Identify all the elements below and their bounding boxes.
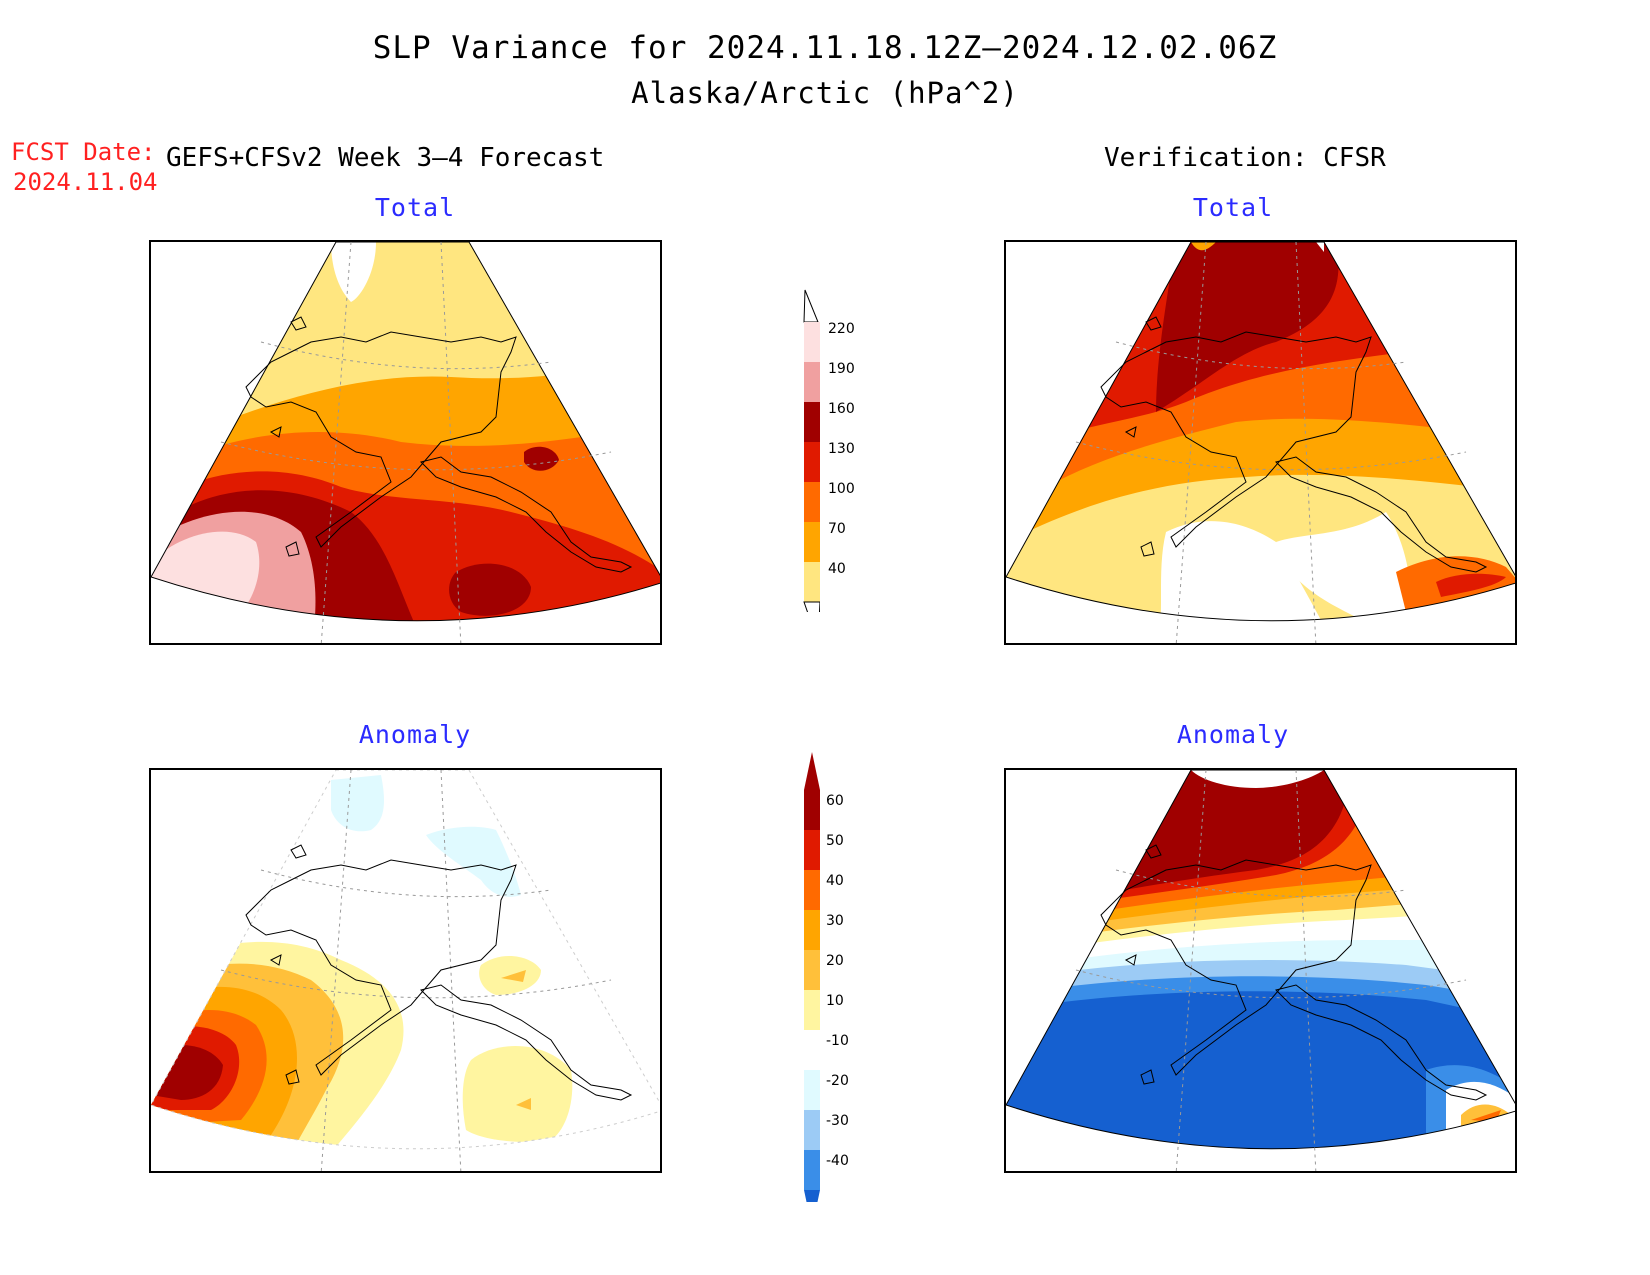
colorbar-box — [804, 790, 820, 830]
colorbar-box — [804, 1150, 820, 1190]
colorbar-box — [804, 322, 820, 362]
colorbar-tick-label: 40 — [826, 873, 844, 889]
left-column-header: GEFS+CFSv2 Week 3–4 Forecast — [166, 143, 605, 173]
colorbar-tick-label: 70 — [828, 521, 846, 537]
fcst-date-value: 2024.11.04 — [13, 168, 158, 196]
colorbar-tick-label: -40 — [826, 1153, 849, 1169]
colorbar-box — [804, 362, 820, 402]
colorbar-top-triangle — [804, 752, 820, 790]
colorbar-tick-label: 190 — [828, 361, 855, 377]
colorbar-box — [804, 1030, 820, 1070]
colorbar-box — [804, 1110, 820, 1150]
map-forecast-anomaly — [149, 768, 662, 1173]
colorbar-tick-label: -30 — [826, 1113, 849, 1129]
colorbar-box — [804, 402, 820, 442]
colorbar-box — [804, 522, 820, 562]
colorbar-tick-label: -10 — [826, 1033, 849, 1049]
page-title: SLP Variance for 2024.11.18.12Z–2024.12.… — [372, 30, 1278, 66]
colorbar-bottom-triangle — [803, 601, 820, 612]
colorbar-tick-label: 40 — [828, 561, 846, 577]
colorbar-top-triangle — [803, 289, 819, 323]
page-subtitle: Alaska/Arctic (hPa^2) — [631, 76, 1019, 110]
colorbar-box — [804, 442, 820, 482]
map-verification-total — [1004, 240, 1517, 645]
colorbar-box — [804, 562, 820, 602]
colorbar-box — [804, 950, 820, 990]
colorbar-box — [804, 482, 820, 522]
colorbar-tick-label: 130 — [828, 441, 855, 457]
panel-title-verification-total: Total — [1192, 193, 1274, 222]
colorbar-box — [804, 1070, 820, 1110]
panel-title-forecast-anomaly: Anomaly — [358, 720, 472, 749]
map-forecast-total — [149, 240, 662, 645]
colorbar-anomaly: 60 50 40 30 20 10 -10 -20 -30 -40 — [790, 752, 880, 1202]
colorbar-tick-label: 220 — [828, 321, 855, 337]
colorbar-tick-label: 20 — [826, 953, 844, 969]
panel-title-forecast-total: Total — [374, 193, 456, 222]
colorbar-box — [804, 990, 820, 1030]
colorbar-tick-label: 100 — [828, 481, 855, 497]
colorbar-total: 220 190 160 130 100 70 40 — [790, 282, 880, 612]
fcst-date-label: FCST Date: — [11, 138, 156, 166]
map-verification-anomaly — [1004, 768, 1517, 1173]
colorbar-bottom-triangle — [804, 1190, 820, 1202]
colorbar-tick-label: -20 — [826, 1073, 849, 1089]
right-column-header: Verification: CFSR — [1104, 143, 1386, 173]
colorbar-box — [804, 830, 820, 870]
colorbar-tick-label: 50 — [826, 833, 844, 849]
colorbar-tick-label: 60 — [826, 793, 844, 809]
colorbar-tick-label: 160 — [828, 401, 855, 417]
colorbar-tick-label: 30 — [826, 913, 844, 929]
panel-title-verification-anomaly: Anomaly — [1176, 720, 1290, 749]
colorbar-box — [804, 870, 820, 910]
colorbar-box — [804, 910, 820, 950]
colorbar-tick-label: 10 — [826, 993, 844, 1009]
